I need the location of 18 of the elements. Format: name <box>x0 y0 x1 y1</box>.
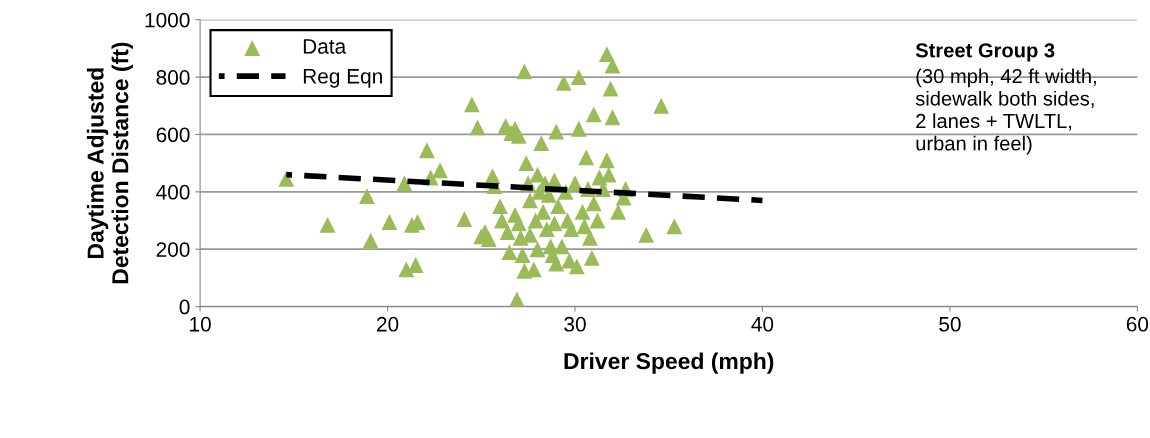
x-tick-label: 20 <box>377 316 399 332</box>
annotation: Street Group 3 <box>915 43 1055 62</box>
y-tick-label: 600 <box>156 127 190 143</box>
y-tick-label: 400 <box>156 184 190 200</box>
y-tick-label: 0 <box>179 299 190 315</box>
annotation: (30 mph, 42 ft width, sidewalk both sides, 2 lanes + TWLTL, urban in feel) <box>915 68 1096 155</box>
legend-label: Reg Eqn <box>303 69 382 88</box>
y-tick-label: 800 <box>156 70 190 85</box>
legend-label: Data <box>303 39 347 54</box>
y-tick-label: 1000 <box>145 12 190 28</box>
x-axis-title: Driver Speed (mph) <box>564 352 774 374</box>
x-tick-label: 60 <box>1126 316 1149 332</box>
y-tick-label: 200 <box>156 242 190 257</box>
y-axis-title: Daytime Adjusted Detection Distance (ft) <box>86 42 133 284</box>
x-tick-label: 30 <box>564 316 586 332</box>
x-tick-label: 40 <box>751 316 774 332</box>
x-tick-label: 10 <box>190 316 211 332</box>
x-tick-label: 50 <box>939 316 961 332</box>
